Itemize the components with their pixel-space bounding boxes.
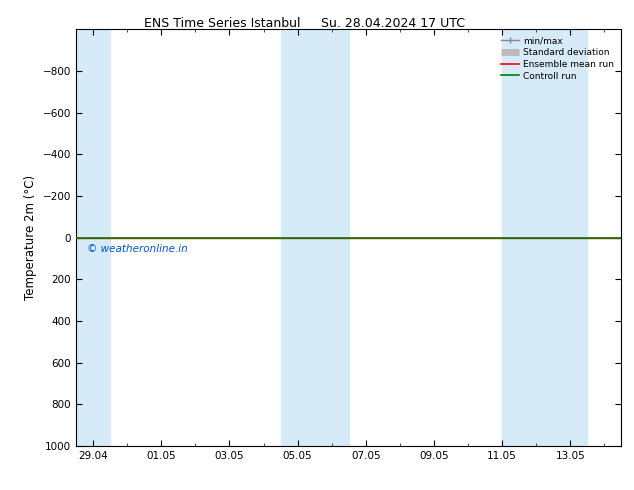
Text: ENS Time Series Istanbul: ENS Time Series Istanbul xyxy=(144,17,300,30)
Bar xyxy=(280,29,349,446)
Text: © weatheronline.in: © weatheronline.in xyxy=(87,244,188,254)
Y-axis label: Temperature 2m (°C): Temperature 2m (°C) xyxy=(24,175,37,300)
Bar xyxy=(502,29,587,446)
Bar xyxy=(76,29,110,446)
Text: Su. 28.04.2024 17 UTC: Su. 28.04.2024 17 UTC xyxy=(321,17,465,30)
Legend: min/max, Standard deviation, Ensemble mean run, Controll run: min/max, Standard deviation, Ensemble me… xyxy=(498,34,617,83)
